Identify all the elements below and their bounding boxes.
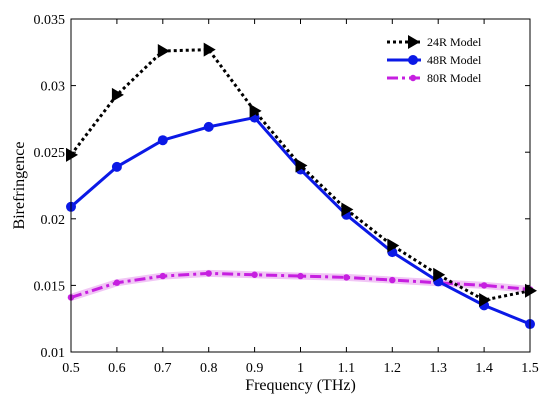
- plot-frame: [70, 18, 531, 353]
- data-point: [297, 272, 304, 280]
- data-point: [203, 42, 216, 57]
- legend-label: 80R Model: [427, 71, 482, 85]
- data-point: [387, 238, 400, 253]
- x-tick-label: 0.6: [108, 361, 126, 376]
- x-tick-label: 1.3: [429, 361, 447, 376]
- series-line: [69, 48, 531, 302]
- x-tick-label: 0.9: [246, 361, 264, 376]
- legend-entry: 48R Model: [387, 53, 482, 67]
- data-point: [113, 279, 121, 286]
- x-tick-label: 1.2: [384, 361, 402, 376]
- x-tick-label: 1.1: [338, 361, 356, 376]
- data-point: [157, 43, 170, 58]
- y-tick-label: 0.03: [41, 80, 66, 95]
- x-axis-label: Frequency (THz): [245, 377, 356, 394]
- data-point: [157, 135, 168, 146]
- y-tick-label: 0.015: [34, 279, 66, 294]
- series-1: [66, 42, 537, 308]
- series-layer: [66, 42, 537, 330]
- legend-label: 24R Model: [427, 35, 482, 49]
- y-tick-label: 0.01: [41, 346, 66, 361]
- legend-entry: 24R Model: [387, 35, 482, 49]
- legend-label: 48R Model: [427, 53, 482, 67]
- data-point: [111, 87, 124, 102]
- y-tick-label: 0.035: [34, 13, 66, 28]
- x-tick-label: 0.8: [200, 361, 218, 376]
- y-axis-label: Birefringence: [11, 142, 28, 230]
- x-tick-label: 1: [297, 361, 304, 376]
- series-2: [66, 112, 535, 330]
- data-point: [66, 147, 78, 162]
- data-point: [203, 121, 214, 132]
- data-point: [111, 161, 122, 172]
- data-point: [479, 293, 492, 308]
- series-3: [67, 269, 534, 301]
- data-point: [251, 271, 258, 278]
- data-point: [249, 103, 262, 118]
- legend-swatch-marker: [409, 74, 417, 82]
- x-tick-label: 1.5: [521, 361, 539, 376]
- data-point: [389, 276, 396, 284]
- x-tick-label: 0.5: [62, 361, 80, 376]
- legend-swatch-marker: [408, 35, 420, 49]
- data-point: [159, 272, 166, 280]
- y-tick-label: 0.02: [41, 213, 66, 228]
- legend-swatch-marker: [408, 55, 418, 65]
- y-tick-label: 0.025: [34, 146, 66, 161]
- data-point: [295, 158, 308, 173]
- x-tick-label: 0.7: [154, 361, 172, 376]
- legend: 24R Model 48R Model 80R Model: [387, 35, 482, 85]
- data-point: [525, 283, 537, 298]
- data-point: [433, 267, 446, 282]
- series-line: [70, 116, 531, 326]
- x-tick-label: 1.4: [475, 361, 493, 376]
- data-point: [480, 282, 488, 289]
- data-point: [341, 202, 354, 217]
- legend-entry: 80R Model: [387, 71, 482, 85]
- data-point: [205, 270, 212, 277]
- ticks-layer: 0.5 0.6 0.7 0.8 0.9 1 1.1 1.2 1.3 1.4 1.5 0.01 0.015…: [34, 13, 539, 376]
- data-point: [343, 274, 350, 281]
